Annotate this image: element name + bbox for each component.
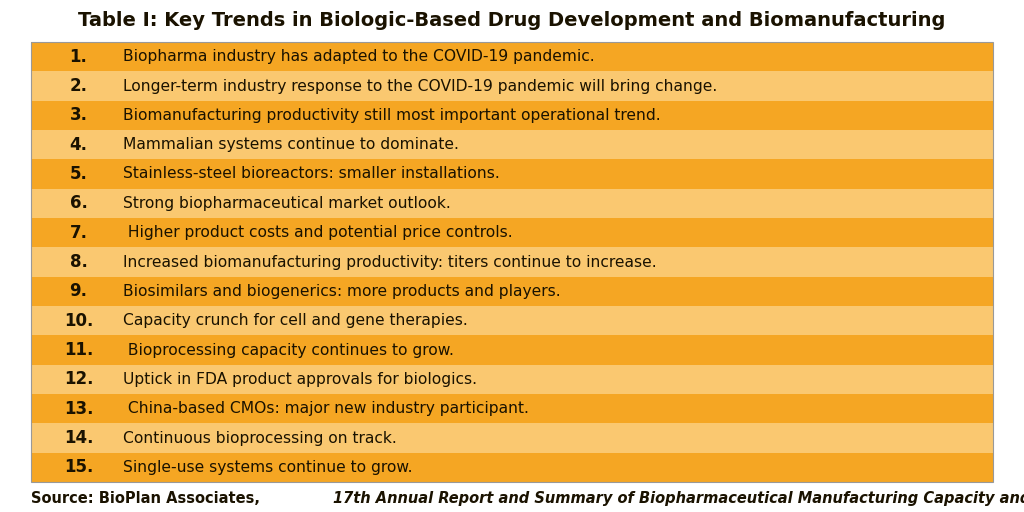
Bar [31,42,993,71]
Text: 12.: 12. [63,370,93,388]
Text: 3.: 3. [70,106,88,124]
Text: 8.: 8. [70,253,87,271]
Text: 14.: 14. [63,429,93,447]
Text: China-based CMOs: major new industry participant.: China-based CMOs: major new industry par… [123,401,528,416]
Text: Biopharma industry has adapted to the COVID-19 pandemic.: Biopharma industry has adapted to the CO… [123,49,595,64]
Text: Longer-term industry response to the COVID-19 pandemic will bring change.: Longer-term industry response to the COV… [123,78,717,94]
Text: Increased biomanufacturing productivity: titers continue to increase.: Increased biomanufacturing productivity:… [123,254,656,269]
Text: Capacity crunch for cell and gene therapies.: Capacity crunch for cell and gene therap… [123,313,468,328]
Text: 7.: 7. [70,224,88,242]
Text: 15.: 15. [63,458,93,476]
Bar [31,394,993,423]
Bar [31,276,993,306]
Text: 9.: 9. [70,282,88,301]
Text: 4.: 4. [70,136,88,154]
Text: Uptick in FDA product approvals for biologics.: Uptick in FDA product approvals for biol… [123,372,477,387]
Text: 2.: 2. [70,77,88,95]
Bar [31,101,993,130]
Text: Single-use systems continue to grow.: Single-use systems continue to grow. [123,460,413,475]
Text: 13.: 13. [63,400,93,418]
Text: 6.: 6. [70,195,87,212]
Bar [31,335,993,365]
Text: Strong biopharmaceutical market outlook.: Strong biopharmaceutical market outlook. [123,196,451,211]
Text: 10.: 10. [63,312,93,330]
Text: 17th Annual Report and Summary of Biopharmaceutical Manufacturing Capacity and P: 17th Annual Report and Summary of Biopha… [333,491,1024,506]
Text: Mammalian systems continue to dominate.: Mammalian systems continue to dominate. [123,137,459,152]
Bar [31,306,993,335]
Bar [31,453,993,482]
Text: Source: BioPlan Associates,: Source: BioPlan Associates, [31,491,265,506]
Bar [31,42,993,482]
Text: Biomanufacturing productivity still most important operational trend.: Biomanufacturing productivity still most… [123,108,660,123]
Bar [31,71,993,101]
Text: 1.: 1. [70,48,87,66]
Bar [31,130,993,159]
Bar [31,247,993,276]
Text: Table I: Key Trends in Biologic-Based Drug Development and Biomanufacturing: Table I: Key Trends in Biologic-Based Dr… [78,11,946,31]
Text: Higher product costs and potential price controls.: Higher product costs and potential price… [123,225,512,240]
Text: 5.: 5. [70,165,87,183]
Text: Stainless-steel bioreactors: smaller installations.: Stainless-steel bioreactors: smaller ins… [123,166,500,181]
Text: 11.: 11. [63,341,93,359]
Bar [31,159,993,188]
Text: Biosimilars and biogenerics: more products and players.: Biosimilars and biogenerics: more produc… [123,284,560,299]
Text: Bioprocessing capacity continues to grow.: Bioprocessing capacity continues to grow… [123,343,454,357]
Bar [31,423,993,453]
Bar [31,188,993,218]
Text: Continuous bioprocessing on track.: Continuous bioprocessing on track. [123,431,396,445]
Bar [31,365,993,394]
Bar [31,218,993,247]
